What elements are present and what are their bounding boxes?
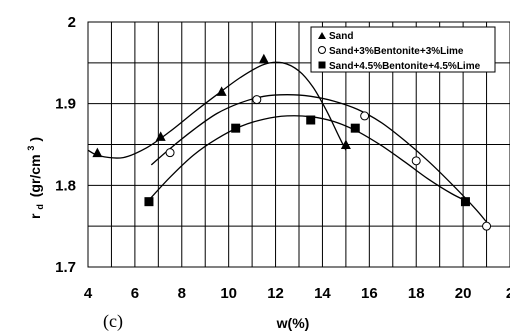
legend-marker-square: [318, 61, 326, 69]
data-point-4-5pct: [231, 123, 241, 133]
data-point-sand: [92, 147, 103, 158]
data-point-3pct: [411, 156, 421, 166]
data-point-3pct: [360, 111, 370, 121]
x-tick-label: 10: [220, 285, 237, 302]
y-axis-label-unit: (gr/cm: [27, 154, 43, 197]
trend-line-series-2: [150, 94, 488, 223]
x-tick-label: 20: [455, 285, 472, 302]
data-point-3pct: [252, 95, 262, 105]
data-point-3pct: [482, 221, 492, 231]
y-axis-label-superscript: 3: [26, 146, 36, 151]
data-point-4-5pct: [306, 115, 316, 125]
y-tick-label: 2: [68, 14, 76, 31]
data-point-sand: [155, 131, 166, 141]
y-tick-label: 1.9: [55, 96, 76, 113]
data-point-4-5pct: [144, 197, 154, 207]
legend-marker-circle: [318, 46, 326, 54]
x-tick-label: 6: [131, 285, 139, 302]
x-axis-label: w(%): [276, 315, 310, 331]
x-tick-label: 12: [267, 285, 284, 302]
data-point-4-5pct: [460, 197, 470, 207]
data-point-4-5pct: [350, 123, 360, 133]
trend-line-series-1: [87, 61, 347, 159]
data-markers: [92, 53, 492, 231]
legend: Sand Sand+3%Bentonite+3%Lime Sand+4.5%Be…: [310, 26, 496, 73]
x-tick-label: 4: [84, 285, 93, 302]
plot-area-frame: [87, 21, 510, 268]
y-tick-label: 1.8: [55, 177, 76, 194]
x-tick-label: 18: [408, 285, 425, 302]
x-tick-label: 14: [314, 285, 331, 302]
x-tick-label: 2: [506, 285, 510, 302]
y-axis-label-close: ): [27, 137, 43, 142]
y-axis-label-symbol: r: [27, 213, 43, 219]
y-axis-label: r d (gr/cm 3 ): [21, 137, 46, 219]
legend-label-3pct: Sand+3%Bentonite+3%Lime: [329, 46, 464, 57]
data-point-sand: [258, 53, 269, 64]
panel-label: (c): [103, 311, 123, 332]
x-tick-label: 16: [361, 285, 378, 302]
legend-marker-triangle: [318, 32, 326, 39]
data-point-3pct: [165, 148, 175, 158]
data-point-sand: [340, 139, 351, 149]
legend-box: [310, 26, 496, 73]
legend-label-sand: Sand: [329, 31, 353, 42]
data-point-sand: [216, 86, 227, 96]
x-tick-label: 8: [178, 285, 186, 302]
y-axis-label-subscript: d: [35, 204, 45, 210]
y-tick-labels: 1.7 1.8 1.9 2: [55, 14, 76, 276]
legend-label-4-5pct: Sand+4.5%Bentonite+4.5%Lime: [329, 61, 481, 72]
y-tick-label: 1.7: [55, 259, 76, 276]
x-tick-labels: 4 6 8 10 12 14 16 18 20 2: [84, 285, 510, 302]
svg-text:r d (gr/cm 3: r d (gr/cm 3 ): [21, 137, 46, 219]
